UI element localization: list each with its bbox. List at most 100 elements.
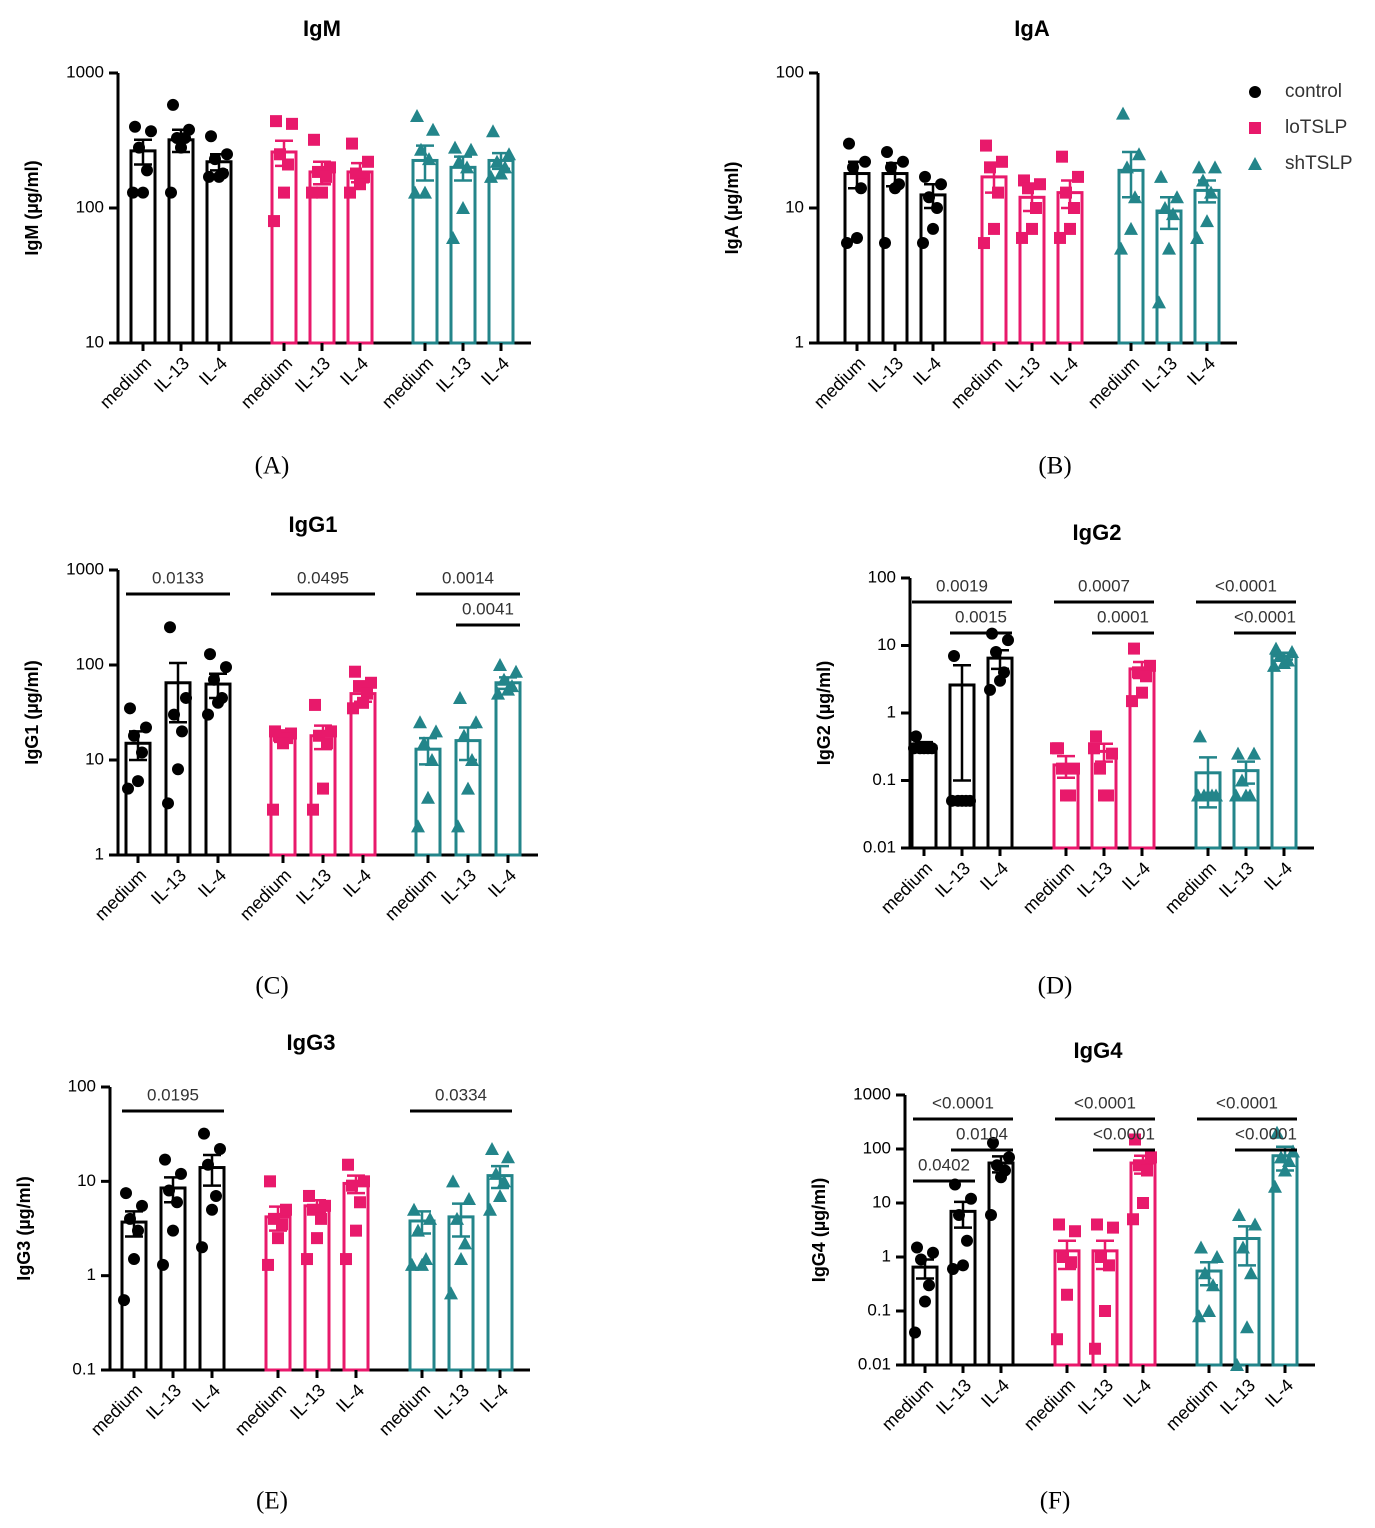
chart-title: IgG1 — [289, 512, 338, 537]
data-point — [1202, 1304, 1216, 1317]
x-tick-label: IL-13 — [931, 858, 974, 901]
data-point — [987, 1136, 999, 1149]
data-point — [996, 155, 1008, 168]
data-point — [1089, 1342, 1101, 1355]
bar — [129, 149, 157, 345]
data-point — [460, 160, 474, 174]
x-tick-label: IL-13 — [291, 353, 334, 396]
data-point — [462, 1191, 476, 1205]
data-point — [128, 729, 140, 742]
data-point — [1152, 295, 1166, 309]
data-point — [264, 1175, 276, 1188]
data-point — [122, 782, 134, 795]
bar — [124, 741, 152, 857]
data-point — [1053, 1218, 1065, 1231]
y-tick-label: 1000 — [66, 62, 104, 81]
data-point — [1127, 1213, 1139, 1226]
p-value: 0.0402 — [918, 1155, 970, 1174]
panel-label: (C) — [255, 973, 288, 1000]
p-value: 0.0007 — [1078, 576, 1130, 595]
data-point — [469, 715, 483, 729]
y-tick-label: 0.01 — [858, 1354, 891, 1373]
x-tick-label: IL-13 — [1138, 353, 1181, 396]
chart-title: IgM — [303, 16, 341, 41]
data-point — [270, 115, 282, 128]
data-point — [923, 191, 935, 204]
data-point — [1231, 746, 1245, 760]
data-point — [324, 161, 336, 174]
bar — [449, 165, 477, 345]
data-point — [319, 1199, 331, 1212]
bar — [910, 744, 938, 850]
p-value: 0.0195 — [147, 1085, 199, 1104]
data-point — [362, 155, 374, 168]
data-point — [418, 185, 432, 199]
data-point — [1282, 1153, 1296, 1167]
y-axis-label: IgG3 (µg/ml) — [14, 1176, 34, 1280]
y-tick-label: 10 — [85, 332, 104, 351]
data-point — [1003, 1151, 1015, 1164]
data-point — [132, 775, 144, 788]
data-point — [1268, 1179, 1282, 1193]
data-point — [1064, 222, 1076, 235]
data-point — [909, 1326, 921, 1339]
data-point — [1056, 150, 1068, 163]
x-tick-label: IL-4 — [1119, 1375, 1155, 1411]
p-value: 0.0001 — [1097, 607, 1149, 626]
data-point — [908, 742, 920, 755]
x-tick-label: medium — [947, 353, 1006, 412]
bar — [346, 170, 374, 345]
data-point — [316, 186, 328, 199]
data-point — [946, 794, 958, 807]
data-point — [956, 794, 968, 807]
x-tick-label: IL-13 — [1074, 1375, 1117, 1418]
p-value: <0.0001 — [1235, 1124, 1297, 1143]
data-point — [1114, 241, 1128, 255]
x-tick-label: IL-4 — [188, 1380, 224, 1416]
data-point — [198, 1127, 210, 1140]
data-point — [1128, 190, 1142, 204]
data-point — [1208, 160, 1222, 174]
y-tick-label: 0.1 — [867, 1300, 891, 1319]
data-point — [165, 186, 177, 199]
bar — [881, 172, 909, 345]
data-point — [1267, 658, 1281, 672]
data-point — [204, 648, 216, 661]
x-tick-label: IL-13 — [1215, 858, 1258, 901]
data-point — [220, 661, 232, 674]
data-point — [262, 1258, 274, 1271]
data-point — [410, 109, 424, 123]
bar — [1155, 209, 1183, 345]
data-point — [320, 170, 332, 183]
data-point — [1192, 160, 1206, 174]
data-point — [417, 736, 431, 750]
data-point — [1194, 1240, 1208, 1254]
data-point — [1198, 1266, 1212, 1280]
data-point — [354, 178, 366, 191]
data-point — [1116, 106, 1130, 120]
data-point — [307, 803, 319, 816]
data-point — [501, 1150, 515, 1164]
data-point — [953, 1208, 965, 1221]
data-point — [1191, 788, 1205, 802]
data-point — [414, 142, 428, 156]
data-point — [1196, 173, 1210, 187]
data-point — [446, 1174, 460, 1188]
data-point — [124, 702, 136, 715]
x-tick-label: medium — [91, 865, 150, 924]
y-tick-label: 1000 — [66, 559, 104, 578]
data-point — [1201, 788, 1215, 802]
x-tick-label: medium — [236, 865, 295, 924]
y-axis-label: IgM (µg/ml) — [22, 160, 42, 255]
data-point — [180, 691, 192, 704]
data-point — [885, 161, 897, 174]
data-point — [1229, 788, 1243, 802]
data-point — [1249, 122, 1261, 134]
bar — [1129, 1161, 1157, 1367]
x-tick-label: medium — [1162, 1375, 1221, 1434]
bar — [309, 734, 337, 857]
data-point — [1244, 1266, 1258, 1280]
x-tick-label: IL-13 — [1216, 1375, 1259, 1418]
